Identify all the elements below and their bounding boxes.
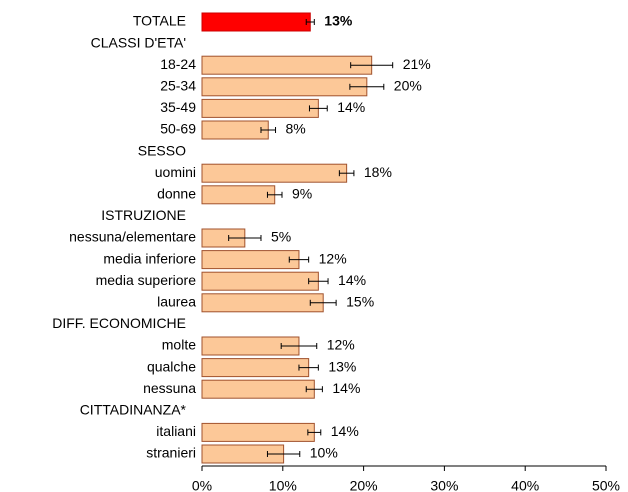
bar <box>201 358 310 378</box>
bar <box>201 379 315 399</box>
value-label: 21% <box>403 56 431 72</box>
bar <box>201 77 368 97</box>
category-label: stranieri <box>146 445 196 461</box>
bar <box>201 422 315 442</box>
bar <box>201 293 324 313</box>
group-label: DIFF. ECONOMICHE <box>52 315 186 331</box>
category-label: 18-24 <box>160 56 196 72</box>
x-tick-label: 20% <box>350 478 378 492</box>
bar <box>201 185 276 205</box>
value-label: 15% <box>346 294 374 310</box>
category-label: donne <box>157 186 196 202</box>
value-label: 14% <box>337 99 365 115</box>
category-label: 50-69 <box>160 121 196 137</box>
x-tick-label: 30% <box>430 478 458 492</box>
group-label: TOTALE <box>133 13 186 29</box>
category-label: molte <box>162 337 196 353</box>
bar <box>201 120 269 140</box>
category-label: nessuna <box>143 380 196 396</box>
value-label: 20% <box>394 78 422 94</box>
value-label: 10% <box>310 445 338 461</box>
value-label: 13% <box>324 13 353 29</box>
x-tick-label: 0% <box>192 478 212 492</box>
x-tick-label: 50% <box>592 478 620 492</box>
x-tick-label: 40% <box>511 478 539 492</box>
value-label: 12% <box>319 250 347 266</box>
bar <box>201 55 373 75</box>
category-label: 25-34 <box>160 78 196 94</box>
category-label: nessuna/elementare <box>69 229 196 245</box>
bar <box>201 98 319 118</box>
category-label: uomini <box>155 164 196 180</box>
value-label: 14% <box>331 423 359 439</box>
bar <box>201 271 319 291</box>
value-label: 14% <box>332 380 360 396</box>
value-label: 5% <box>271 229 291 245</box>
category-label: media superiore <box>96 272 197 288</box>
category-label: 35-49 <box>160 99 196 115</box>
category-label: italiani <box>156 423 196 439</box>
group-label: CLASSI D'ETA' <box>91 34 186 50</box>
value-label: 8% <box>286 121 306 137</box>
value-label: 13% <box>328 358 356 374</box>
value-label: 14% <box>338 272 366 288</box>
bar <box>201 163 348 183</box>
value-label: 18% <box>364 164 392 180</box>
category-label: laurea <box>157 294 196 310</box>
x-tick-label: 10% <box>269 478 297 492</box>
bar <box>201 250 300 270</box>
category-label: media inferiore <box>103 250 196 266</box>
bar <box>201 12 311 32</box>
category-label: qualche <box>147 358 196 374</box>
group-label: SESSO <box>138 142 186 158</box>
group-label: CITTADINANZA* <box>80 402 187 418</box>
group-label: ISTRUZIONE <box>101 207 186 223</box>
value-label: 9% <box>292 186 312 202</box>
value-label: 12% <box>327 337 355 353</box>
